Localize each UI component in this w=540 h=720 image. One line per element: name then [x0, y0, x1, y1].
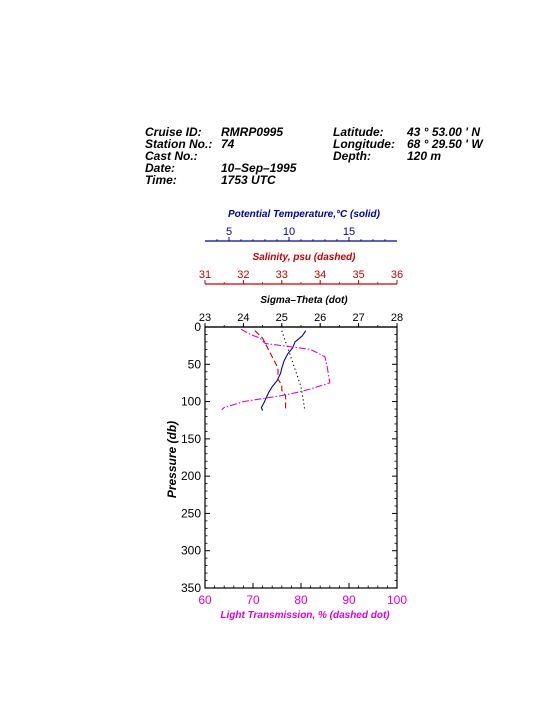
transmission-axis-title: Light Transmission, % (dashed dot) [220, 610, 390, 621]
sigma-axis-title: Sigma–Theta (dot) [260, 295, 348, 306]
sigma-tick-label: 27 [352, 312, 364, 324]
salinity-tick-label: 35 [352, 269, 364, 281]
sigma-tick-label: 26 [314, 312, 326, 324]
date-label: Date: [145, 161, 176, 175]
sigma-tick-label: 24 [237, 312, 249, 324]
time-label: Time: [145, 173, 177, 187]
transmission-tick-label: 90 [342, 593, 356, 607]
depth-value: 120 m [407, 149, 442, 163]
time-value: 1753 UTC [221, 173, 276, 187]
salinity-tick-label: 32 [237, 269, 249, 281]
temperature-axis-title: Potential Temperature,°C (solid) [228, 209, 381, 220]
latitude-value: 43 ° 53.00 ' N [407, 125, 481, 139]
station-no-value: 74 [221, 137, 235, 151]
pressure-tick-label: 150 [181, 432, 201, 446]
salinity-tick-label: 31 [199, 269, 211, 281]
cruise-id-value: RMRP0995 [221, 125, 284, 139]
date-value: 10–Sep–1995 [221, 161, 297, 175]
longitude-label: Longitude: [333, 137, 395, 151]
latitude-label: Latitude: [333, 125, 384, 139]
plot-frame [204, 326, 398, 589]
salinity-axis-title: Salinity, psu (dashed) [253, 252, 357, 263]
temperature-profile-line [260, 330, 307, 411]
salinity-profile-line [254, 330, 287, 411]
cruise-id-label: Cruise ID: [145, 125, 202, 139]
salinity-tick-label: 33 [276, 269, 288, 281]
temperature-tick-label: 5 [226, 226, 232, 238]
pressure-tick-label: 200 [181, 469, 201, 483]
longitude-value: 68 ° 29.50 ' W [407, 137, 483, 151]
transmission-tick-label: 100 [387, 593, 407, 607]
cast-no-label: Cast No.: [145, 149, 198, 163]
sigma-profile-line [281, 330, 306, 411]
pressure-tick-label: 0 [194, 320, 201, 334]
pressure-tick-label: 100 [181, 395, 201, 409]
transmission-tick-label: 60 [198, 593, 212, 607]
pressure-tick-label: 250 [181, 506, 201, 520]
salinity-tick-label: 34 [314, 269, 326, 281]
pressure-tick-label: 350 [181, 581, 201, 595]
station-no-label: Station No.: [145, 137, 213, 151]
sigma-tick-label: 23 [199, 312, 211, 324]
transmission-tick-label: 80 [294, 593, 308, 607]
transmission-profile-line [221, 328, 331, 411]
depth-label: Depth: [333, 149, 371, 163]
pressure-tick-label: 50 [188, 357, 202, 371]
sigma-tick-label: 25 [276, 312, 288, 324]
salinity-tick-label: 36 [391, 269, 403, 281]
temperature-tick-label: 15 [343, 226, 355, 238]
pressure-tick-label: 300 [181, 544, 201, 558]
temperature-tick-label: 10 [283, 226, 295, 238]
pressure-axis-title: Pressure (db) [165, 421, 179, 498]
sigma-tick-label: 28 [391, 312, 403, 324]
transmission-tick-label: 70 [246, 593, 260, 607]
